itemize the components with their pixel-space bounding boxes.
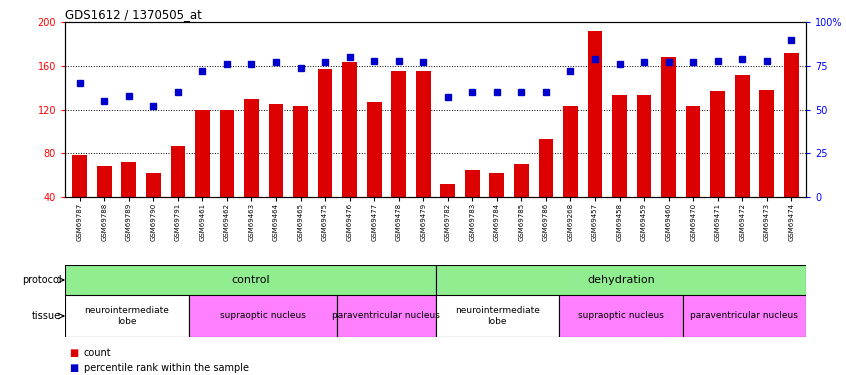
Bar bbox=[97, 166, 112, 197]
FancyBboxPatch shape bbox=[189, 295, 337, 337]
Bar bbox=[73, 156, 87, 197]
Bar bbox=[294, 106, 308, 197]
Text: dehydration: dehydration bbox=[587, 275, 655, 285]
Bar bbox=[563, 106, 578, 197]
Text: GDS1612 / 1370505_at: GDS1612 / 1370505_at bbox=[65, 8, 202, 21]
Bar bbox=[637, 95, 651, 197]
Text: ■: ■ bbox=[69, 348, 79, 358]
Bar bbox=[269, 104, 283, 197]
Bar bbox=[490, 173, 504, 197]
Bar bbox=[686, 106, 700, 197]
Bar bbox=[318, 69, 332, 197]
Text: protocol: protocol bbox=[22, 275, 61, 285]
FancyBboxPatch shape bbox=[436, 295, 559, 337]
FancyBboxPatch shape bbox=[65, 265, 436, 295]
Text: supraoptic nucleus: supraoptic nucleus bbox=[220, 312, 305, 321]
Bar bbox=[613, 95, 627, 197]
Bar bbox=[588, 31, 602, 197]
Bar bbox=[343, 63, 357, 197]
Bar bbox=[735, 75, 750, 197]
FancyBboxPatch shape bbox=[337, 295, 436, 337]
Bar bbox=[244, 99, 259, 197]
Text: ■: ■ bbox=[69, 363, 79, 373]
Text: supraoptic nucleus: supraoptic nucleus bbox=[578, 312, 664, 321]
Text: count: count bbox=[84, 348, 111, 358]
Bar bbox=[784, 53, 799, 197]
Bar bbox=[146, 173, 161, 197]
FancyBboxPatch shape bbox=[683, 295, 806, 337]
Bar bbox=[514, 164, 529, 197]
Text: control: control bbox=[231, 275, 270, 285]
Text: neurointermediate
lobe: neurointermediate lobe bbox=[85, 306, 169, 326]
Bar bbox=[220, 110, 234, 197]
Bar bbox=[760, 90, 774, 197]
Bar bbox=[392, 71, 406, 197]
Bar bbox=[122, 162, 136, 197]
Bar bbox=[416, 71, 431, 197]
Bar bbox=[662, 57, 676, 197]
Bar bbox=[711, 91, 725, 197]
FancyBboxPatch shape bbox=[436, 265, 806, 295]
Bar bbox=[367, 102, 382, 197]
Bar bbox=[441, 184, 455, 197]
Bar bbox=[465, 170, 480, 197]
Text: paraventricular nucleus: paraventricular nucleus bbox=[690, 312, 798, 321]
Text: paraventricular nucleus: paraventricular nucleus bbox=[332, 312, 440, 321]
Bar bbox=[195, 110, 210, 197]
Text: percentile rank within the sample: percentile rank within the sample bbox=[84, 363, 249, 373]
Bar bbox=[171, 146, 185, 197]
FancyBboxPatch shape bbox=[65, 295, 189, 337]
Bar bbox=[539, 139, 553, 197]
Text: neurointermediate
lobe: neurointermediate lobe bbox=[455, 306, 540, 326]
Text: tissue: tissue bbox=[32, 311, 61, 321]
FancyBboxPatch shape bbox=[559, 295, 683, 337]
